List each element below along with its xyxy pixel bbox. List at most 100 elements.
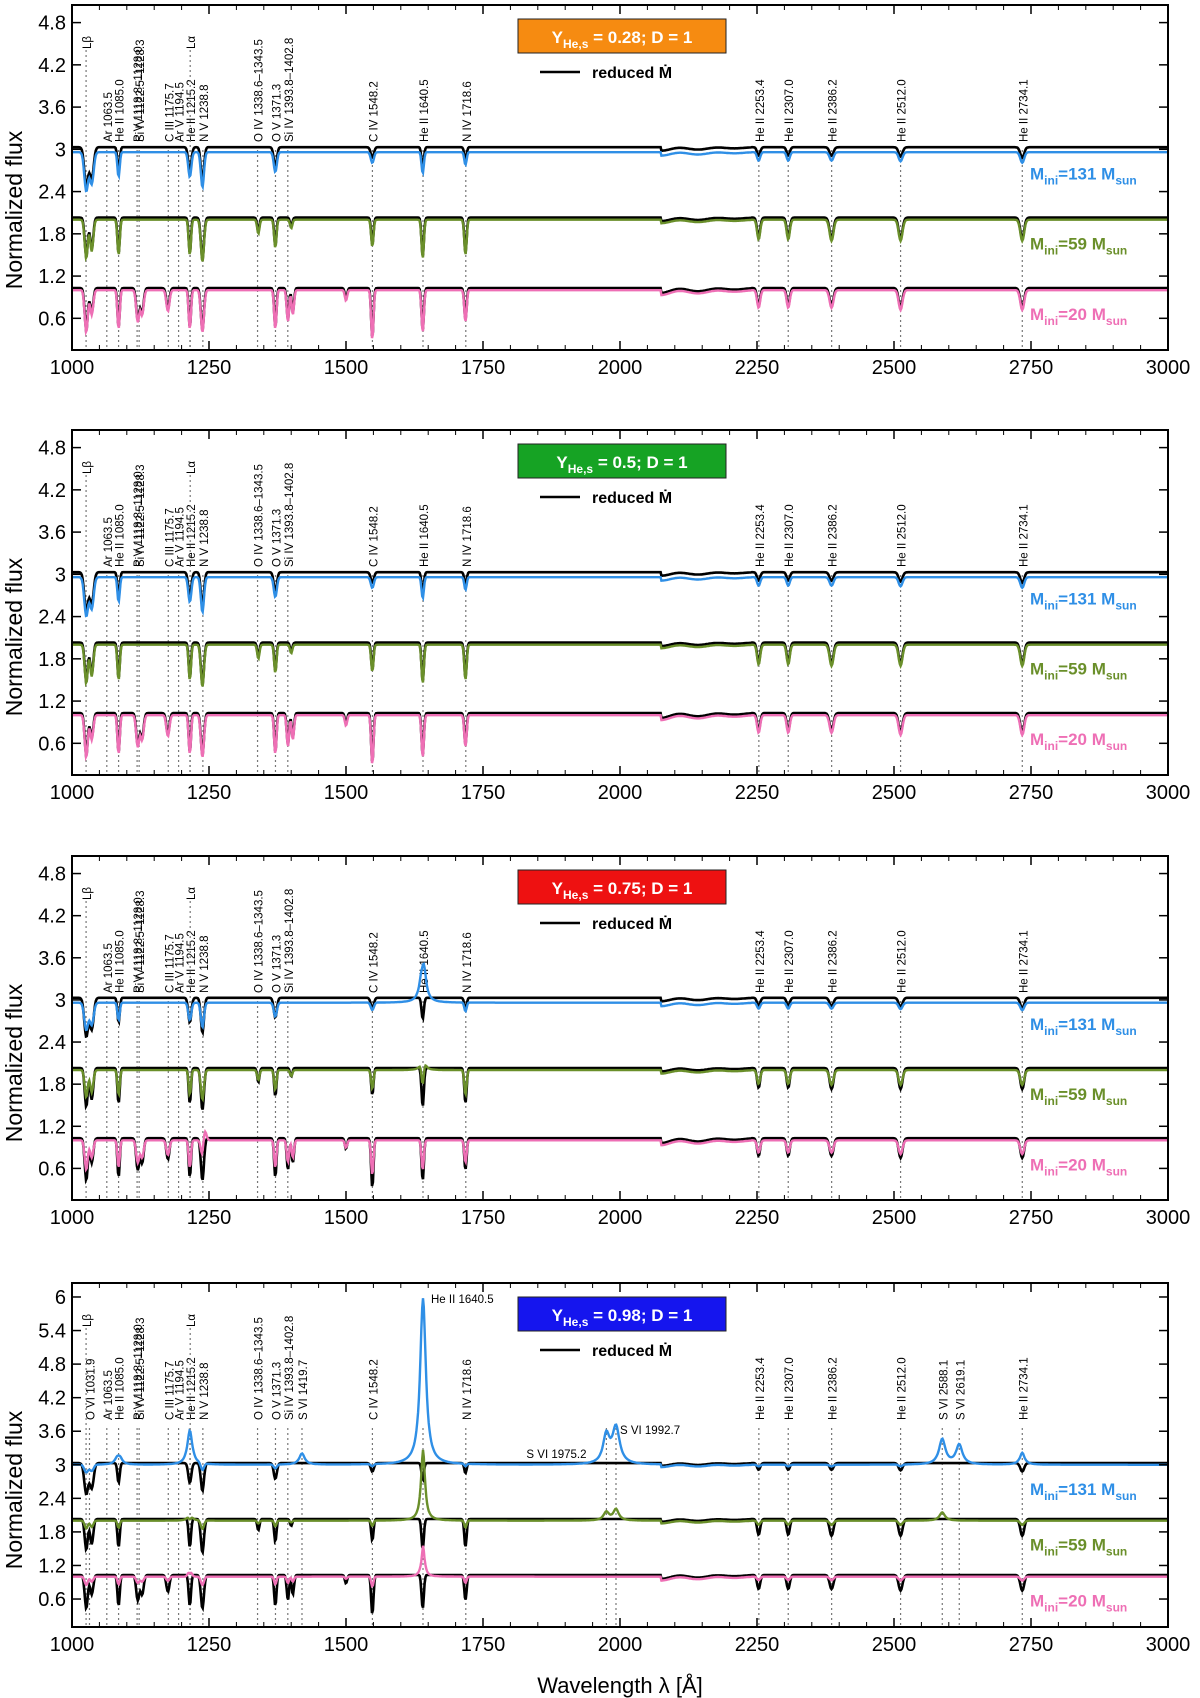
line-label: P V 1118.8–1128.0 — [133, 471, 145, 567]
x-tick-label: 3000 — [1146, 1634, 1191, 1656]
y-axis-label: Normalized flux — [1, 1410, 27, 1569]
y-tick-label: 3.6 — [38, 948, 66, 970]
spectra — [72, 145, 1168, 339]
line-label: S VI 1992.7 — [620, 1425, 680, 1437]
y-tick-label: 3 — [55, 990, 66, 1012]
line-label: O V 1371.3 — [271, 1362, 283, 1420]
line-label: Lα — [186, 461, 198, 474]
y-tick-label: 4.8 — [38, 1354, 66, 1376]
reduced-mdot-series — [72, 216, 1168, 261]
x-tick-label: 2250 — [735, 1634, 780, 1656]
mass-label: Mini=20 Msun — [1030, 305, 1127, 328]
chart-panel-4: O VI 1031.9 Lβ Ar 1063.5 He II 1085.0 P V 11… — [38, 1282, 1191, 1656]
y-tick-label: 5.4 — [38, 1321, 66, 1343]
y-axis-label: Normalized flux — [1, 557, 27, 716]
panel-title-sub: He,s — [563, 37, 589, 51]
y-tick-label: 1.8 — [38, 649, 66, 671]
line-label: Si IV 1122.5–1128.3 — [135, 464, 147, 567]
x-tick-label: 2250 — [735, 357, 780, 379]
line-label: Si IV 1122.5–1128.3 — [135, 39, 147, 142]
line-label: Ar V 1194.5 — [175, 1360, 187, 1420]
line-label: He II 1085.0 — [115, 930, 127, 993]
y-tick-label: 1.2 — [38, 1116, 66, 1138]
x-tick-label: 1250 — [187, 1207, 232, 1229]
line-label: Lβ — [82, 36, 94, 49]
reduced-mdot-series — [72, 145, 1168, 188]
panel-title: YHe,s = 0.75; D = 1 — [552, 879, 693, 902]
line-label: C IV 1548.2 — [368, 81, 380, 142]
x-tick-label: 2000 — [598, 782, 643, 804]
y-tick-label: 3 — [55, 564, 66, 586]
plot-frame — [71, 855, 1169, 1201]
y-tick-label: 1.2 — [38, 266, 66, 288]
x-tick-label: 1250 — [187, 782, 232, 804]
x-tick-label: 2250 — [735, 782, 780, 804]
x-tick-label: 2750 — [1009, 782, 1054, 804]
line-label: He II 2386.2 — [828, 930, 840, 993]
y-tick-label: 3.6 — [38, 522, 66, 544]
y-tick-label: 1.8 — [38, 1074, 66, 1096]
panel-title-sub: He,s — [563, 888, 589, 902]
x-axis-label: Wavelength λ [Å] — [537, 1673, 702, 1698]
mass-label: Mini=20 Msun — [1030, 1155, 1127, 1178]
line-label: He II 2734.1 — [1018, 930, 1030, 993]
y-tick-label: 3 — [55, 139, 66, 161]
chart-panel-2: Lβ Ar 1063.5 He II 1085.0 P V 1118.8–1128.0… — [38, 429, 1190, 804]
spectra — [72, 570, 1168, 764]
chart-panel-1: Lβ Ar 1063.5 He II 1085.0 P V 1118.8–1128.0… — [38, 4, 1190, 379]
legend-label: reduced Ṁ — [592, 915, 672, 933]
chart-panel-3: Lβ Ar 1063.5 He II 1085.0 P V 1118.8–1128.0… — [38, 855, 1191, 1229]
line-label: He II 2253.4 — [755, 1357, 767, 1420]
line-label: Ar V 1194.5 — [175, 507, 187, 567]
y-axis-label: Normalized flux — [1, 130, 27, 289]
x-tick-label: 1000 — [50, 782, 95, 804]
line-label: Lβ — [82, 461, 94, 474]
series-m20 — [72, 714, 1168, 764]
x-tick-label: 2500 — [872, 1207, 917, 1229]
y-tick-label: 4.2 — [38, 55, 66, 77]
x-tick-label: 1500 — [324, 782, 369, 804]
x-tick-label: 2500 — [872, 1634, 917, 1656]
line-label: He II 2734.1 — [1018, 504, 1030, 567]
x-tick-label: 2750 — [1009, 1207, 1054, 1229]
series-m59 — [72, 218, 1168, 263]
line-label: He II 2386.2 — [828, 79, 840, 142]
line-label: O V 1371.3 — [271, 509, 283, 567]
reduced-mdot-series — [72, 1517, 1168, 1557]
line-label: O IV 1338.6–1343.5 — [254, 39, 266, 142]
line-label: P V 1118.8–1128.0 — [133, 1324, 145, 1420]
panel-title-post: = 0.75; D = 1 — [588, 879, 692, 898]
line-label: N IV 1718.6 — [462, 932, 474, 993]
x-tick-label: 2000 — [598, 1207, 643, 1229]
x-tick-label: 2000 — [598, 1634, 643, 1656]
reduced-mdot-series — [72, 711, 1168, 762]
x-tick-label: 3000 — [1146, 1207, 1191, 1229]
panel-title-post: = 0.98; D = 1 — [588, 1306, 692, 1325]
line-label: He II 1640.5 — [419, 504, 431, 567]
y-tick-label: 2.4 — [38, 1032, 66, 1054]
x-tick-label: 2750 — [1009, 1634, 1054, 1656]
line-label: He II 2386.2 — [828, 1357, 840, 1420]
line-label: He II 1640.5 — [431, 1294, 494, 1306]
panel-title-post: = 0.28; D = 1 — [588, 28, 692, 47]
y-tick-label: 1.8 — [38, 1522, 66, 1544]
line-label: Si IV 1393.8–1402.8 — [284, 38, 296, 142]
panel-title-box — [517, 869, 727, 905]
line-label: He II 2307.0 — [784, 79, 796, 142]
y-tick-label: 1.8 — [38, 224, 66, 246]
line-label: C III 1175.7 — [164, 508, 176, 567]
line-label: Si IV 1122.5–1128.3 — [135, 1317, 147, 1420]
line-label: S VI 1419.7 — [298, 1360, 310, 1420]
line-label: He II 2512.0 — [897, 504, 909, 567]
line-label: He II 1085.0 — [115, 79, 127, 142]
x-tick-label: 1000 — [50, 357, 95, 379]
line-label: O IV 1338.6–1343.5 — [254, 464, 266, 567]
line-label: He II 1215.2 — [186, 1357, 198, 1420]
x-tick-label: 1500 — [324, 1634, 369, 1656]
line-label: He II 2512.0 — [897, 1357, 909, 1420]
mass-label: Mini=131 Msun — [1030, 1015, 1137, 1038]
line-label: Lα — [186, 1314, 198, 1327]
line-label: S VI 2588.1 — [938, 1360, 950, 1420]
x-tick-label: 1750 — [461, 357, 506, 379]
